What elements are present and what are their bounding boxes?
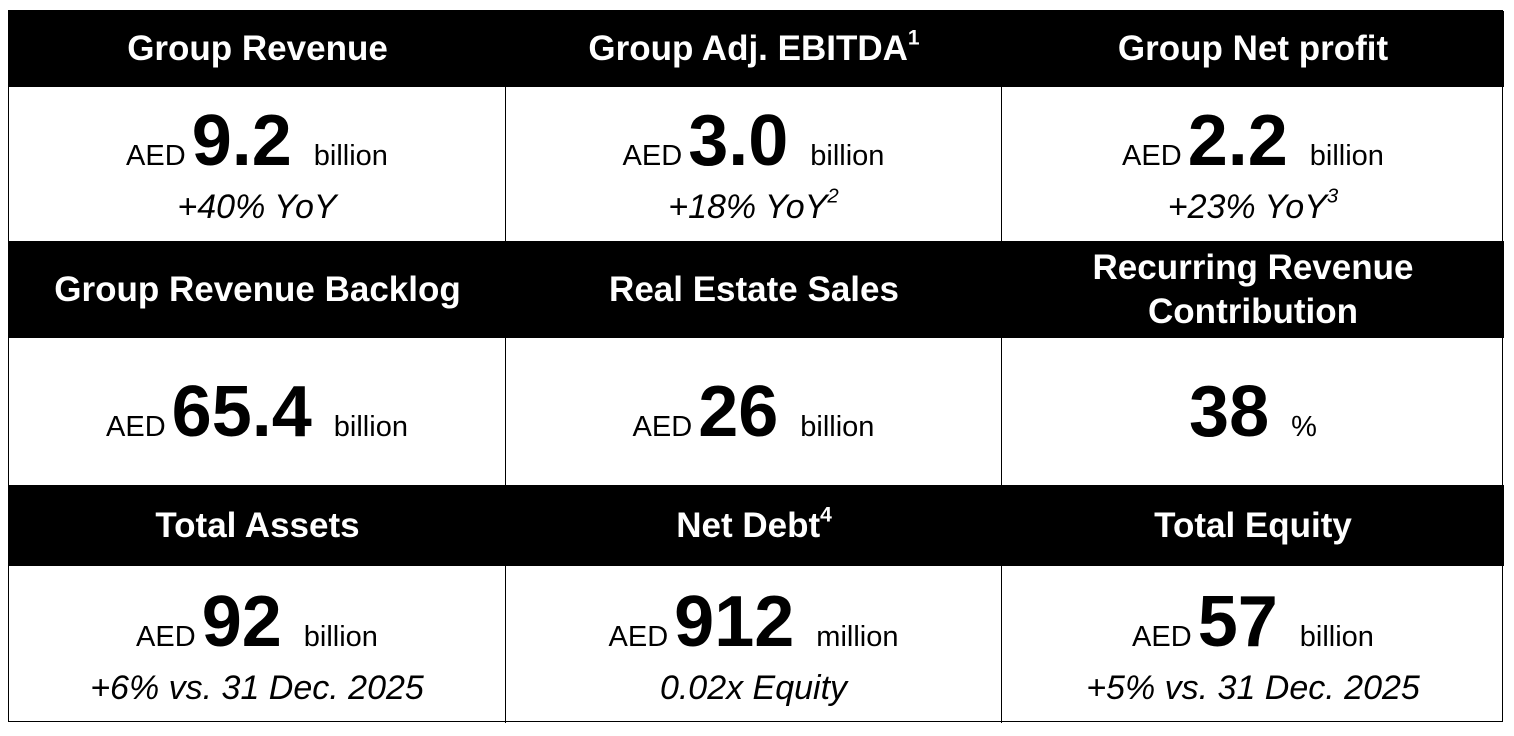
currency: AED [1132, 620, 1192, 653]
metric-unit: million [816, 620, 899, 653]
metric-title: Recurring Revenue Contribution [1092, 247, 1414, 331]
metric-header: Recurring Revenue Contribution [1002, 241, 1504, 338]
metric-title: Group Adj. EBITDA1 [588, 26, 920, 68]
metric-figure: 38% [1189, 372, 1317, 452]
metric-unit: billion [810, 140, 885, 172]
metric-value: 9.2 [191, 101, 292, 181]
currency: AED [608, 620, 669, 653]
metric-title: Total Assets [155, 505, 360, 545]
metric-body: AED 912 million 0.02x Equity [506, 566, 1002, 723]
metric-header: Total Equity [1002, 485, 1504, 566]
metric-note: +23% YoY3 [1168, 187, 1338, 227]
metric-header: Total Assets [9, 485, 506, 566]
metric-body: 38% [1002, 338, 1504, 485]
metric-body: AED 3.0 billion +18% YoY2 [506, 87, 1002, 241]
metric-unit: billion [1299, 620, 1374, 653]
metric-value: 26 [698, 371, 779, 452]
metric-figure: AED 9.2 billion [126, 101, 388, 181]
footnote-mark: 1 [907, 26, 920, 50]
currency: AED [632, 410, 693, 443]
metric-note: +5% vs. 31 Dec. 2025 [1086, 668, 1420, 708]
metric-header: Group Net profit [1002, 11, 1504, 87]
metric-header: Group Revenue Backlog [9, 241, 506, 338]
kpi-table: Group Revenue AED 9.2 billion +40% YoY Group … [8, 10, 1504, 723]
note-text: +40% YoY [177, 188, 337, 226]
footnote-mark: 4 [820, 502, 832, 526]
currency: AED [106, 410, 166, 443]
metric-title: Real Estate Sales [609, 269, 899, 309]
metric-figure: AED 26 billion [633, 372, 875, 452]
metric-value: 38 [1189, 371, 1270, 452]
footnote-mark: 3 [1326, 185, 1339, 208]
metric-unit: billion [303, 620, 378, 653]
currency: AED [126, 140, 186, 172]
metric-unit: billion [1309, 140, 1384, 172]
metric-body: AED 2.2 billion +23% YoY3 [1002, 87, 1504, 241]
metric-value: 2.2 [1187, 101, 1288, 181]
metric-unit: billion [333, 410, 408, 443]
metric-value: 3.0 [688, 101, 789, 181]
metric-title: Group Revenue Backlog [54, 269, 461, 309]
metric-note: +18% YoY2 [668, 187, 838, 227]
currency: AED [1122, 140, 1182, 172]
metric-figure: AED 912 million [609, 582, 899, 662]
note-text: 0.02x Equity [659, 668, 848, 707]
metric-body: AED 92 billion +6% vs. 31 Dec. 2025 [9, 566, 506, 723]
metric-figure: AED 92 billion [136, 582, 378, 662]
metric-value: 65.4 [171, 371, 312, 452]
metric-note: +40% YoY [177, 187, 336, 227]
metric-title: Net Debt4 [676, 502, 832, 545]
metric-body: AED 57 billion +5% vs. 31 Dec. 2025 [1002, 566, 1504, 723]
metric-value: 57 [1197, 581, 1278, 662]
metric-body: AED 9.2 billion +40% YoY [9, 87, 506, 241]
note-text: +18% YoY [668, 188, 828, 226]
metric-unit: % [1291, 410, 1317, 443]
metric-unit: billion [313, 140, 388, 172]
metric-unit: billion [800, 410, 875, 443]
metric-figure: AED 57 billion [1132, 582, 1374, 662]
metric-title: Total Equity [1154, 505, 1352, 545]
note-text: +23% YoY [1167, 188, 1327, 226]
metric-note: 0.02x Equity [660, 668, 847, 708]
metric-figure: AED 65.4 billion [106, 372, 408, 452]
metric-title: Group Revenue [127, 29, 388, 68]
metric-value: 92 [201, 581, 282, 662]
metric-header: Net Debt4 [506, 485, 1002, 566]
metric-body: AED 26 billion [506, 338, 1002, 485]
currency: AED [622, 140, 683, 172]
metric-header: Group Revenue [9, 11, 506, 87]
footnote-mark: 2 [827, 185, 839, 208]
metric-note: +6% vs. 31 Dec. 2025 [90, 668, 424, 708]
metric-figure: AED 2.2 billion [1122, 101, 1384, 181]
metric-header: Group Adj. EBITDA1 [506, 11, 1002, 87]
metric-title: Group Net profit [1117, 29, 1389, 68]
note-text: +6% vs. 31 Dec. 2025 [90, 668, 424, 707]
metric-body: AED 65.4 billion [9, 338, 506, 485]
currency: AED [136, 620, 196, 653]
metric-value: 912 [674, 581, 795, 662]
note-text: +5% vs. 31 Dec. 2025 [1086, 668, 1420, 707]
metric-figure: AED 3.0 billion [623, 101, 885, 181]
metric-header: Real Estate Sales [506, 241, 1002, 338]
